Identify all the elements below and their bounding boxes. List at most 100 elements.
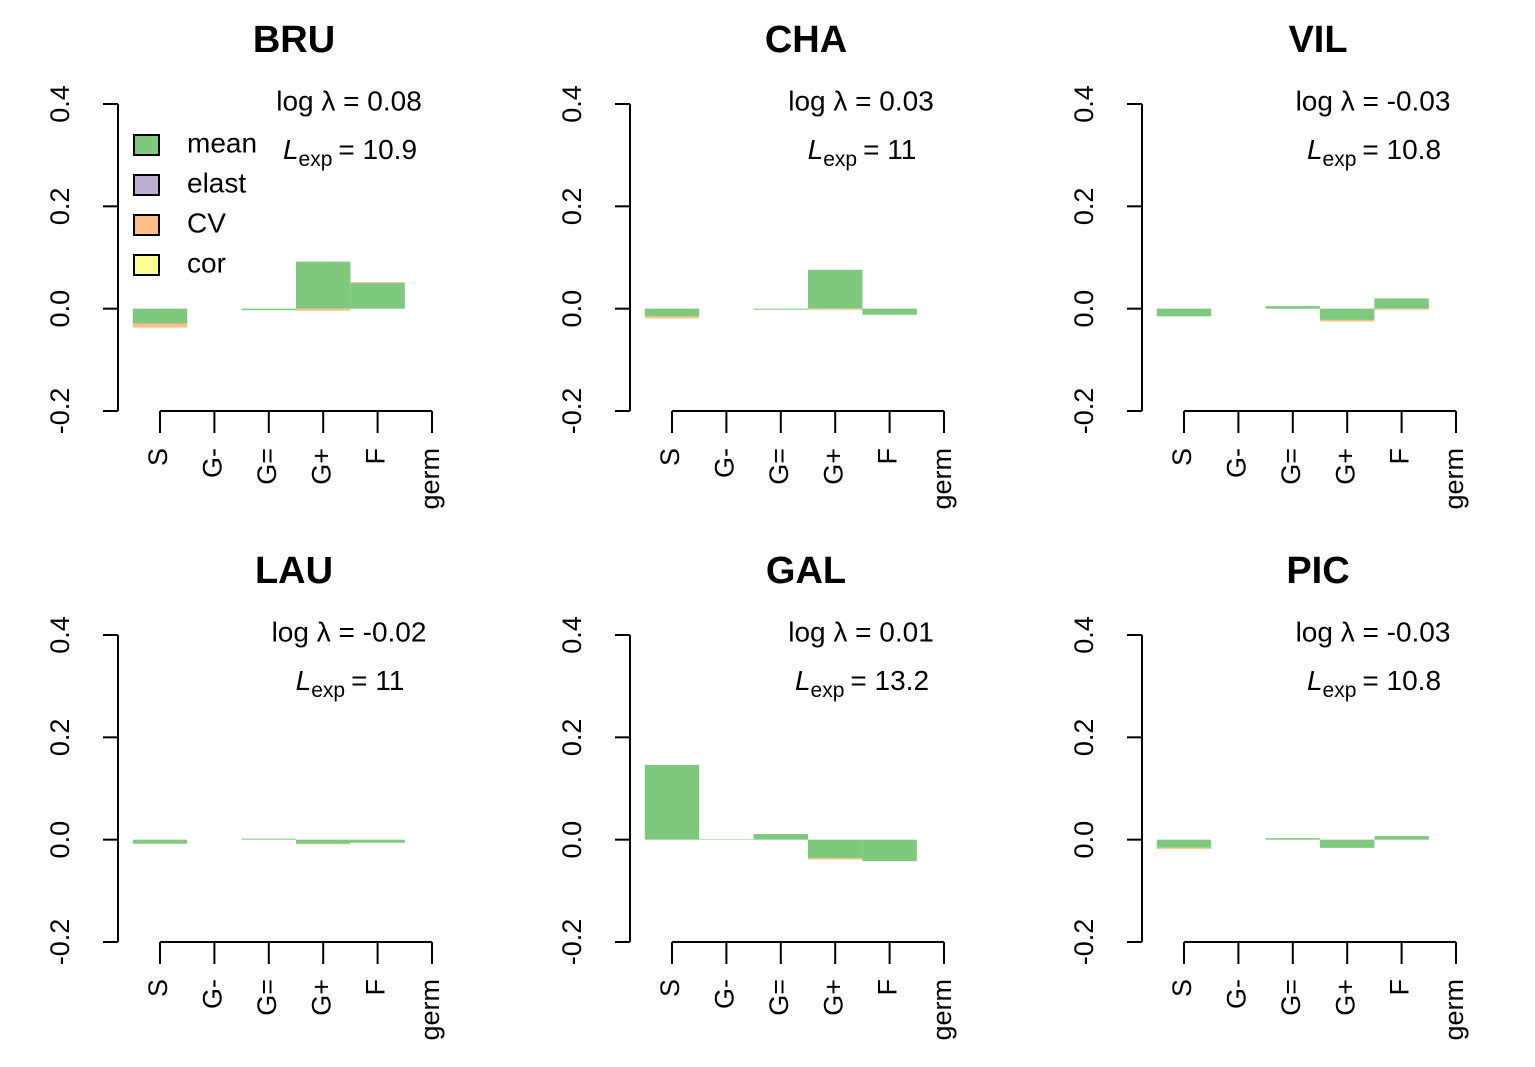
y-tick-label: 0.4 — [45, 616, 75, 654]
bar-segment — [296, 843, 351, 845]
y-tick-label: 0.0 — [1069, 290, 1099, 328]
y-tick-label: 0.4 — [45, 85, 75, 123]
x-tick-label: F — [361, 979, 391, 996]
bar-segment — [644, 308, 700, 317]
x-tick-label: germ — [1439, 979, 1469, 1041]
x-tick-label: S — [655, 448, 685, 466]
x-tick-label: F — [361, 448, 391, 465]
bar-segment — [753, 308, 808, 310]
bar-segment — [1374, 308, 1429, 310]
bar-segment — [699, 839, 754, 840]
bar-segment — [296, 839, 351, 844]
y-tick-label: 0.4 — [1069, 616, 1099, 654]
x-tick-label: F — [1385, 448, 1415, 465]
panel-title: CHA — [765, 19, 847, 61]
lexp-sub: exp — [311, 679, 345, 702]
x-tick-label: S — [143, 448, 173, 466]
bar-segment — [1320, 319, 1375, 322]
lexp-sub: exp — [1323, 679, 1357, 702]
lexp-annotation: Lexp = 10.8 — [1307, 134, 1441, 170]
lexp-value: = 11 — [351, 665, 404, 696]
lexp-annotation: Lexp = 13.2 — [795, 665, 929, 701]
panel-title: VIL — [1288, 19, 1347, 61]
bar-segment — [1265, 306, 1320, 309]
y-tick-label: 0.2 — [45, 719, 75, 757]
y-tick-label: -0.2 — [45, 919, 75, 966]
x-tick-label: G+ — [1330, 448, 1360, 485]
lexp-symbol: L — [1307, 134, 1323, 165]
legend-swatch — [133, 174, 160, 196]
bar-segment — [862, 839, 917, 862]
lexp-sub: exp — [811, 679, 845, 702]
x-tick-label: G+ — [818, 448, 848, 485]
x-tick-label: G- — [198, 448, 228, 478]
y-tick-label: 0.0 — [45, 290, 75, 328]
x-tick-label: germ — [415, 448, 445, 510]
x-tick-label: F — [1385, 979, 1415, 996]
x-tick-label: G- — [1222, 979, 1252, 1009]
y-tick-label: 0.2 — [1069, 188, 1099, 226]
bar-segment — [132, 839, 188, 844]
y-tick-label: 0.2 — [45, 188, 75, 226]
bar-segment — [808, 269, 863, 309]
annotation: log λ = -0.02 — [272, 616, 427, 647]
x-tick-label: G- — [1222, 448, 1252, 478]
bar-segment — [1374, 836, 1429, 840]
x-tick-label: G+ — [1330, 979, 1360, 1016]
annotation: log λ = 0.01 — [788, 616, 934, 647]
y-tick-label: 0.0 — [1069, 821, 1099, 859]
bar-segment — [1156, 847, 1212, 849]
x-tick-label: G= — [1276, 448, 1306, 485]
bar-segment — [1320, 308, 1375, 320]
legend-label: elast — [187, 167, 246, 198]
legend-label: CV — [187, 207, 226, 238]
bar-segment — [644, 764, 700, 840]
lexp-value: = 13.2 — [850, 665, 929, 696]
x-tick-label: G= — [252, 979, 282, 1016]
bar-segment — [1265, 838, 1320, 840]
x-tick-label: S — [1167, 979, 1197, 997]
x-tick-label: G= — [252, 448, 282, 485]
panel-title: PIC — [1286, 550, 1349, 592]
lexp-sub: exp — [299, 148, 333, 171]
x-tick-label: G- — [710, 448, 740, 478]
y-tick-label: -0.2 — [557, 919, 587, 966]
y-tick-label: -0.2 — [557, 388, 587, 435]
bar-segment — [350, 283, 405, 309]
legend-label: cor — [187, 247, 226, 278]
legend-swatch — [133, 134, 160, 156]
bar-segment — [241, 308, 296, 311]
y-tick-label: -0.2 — [45, 388, 75, 435]
y-tick-label: 0.4 — [557, 85, 587, 123]
lexp-value: = 10.8 — [1362, 134, 1441, 165]
lexp-symbol: L — [1307, 665, 1323, 696]
x-tick-label: germ — [927, 979, 957, 1041]
panel-title: GAL — [766, 550, 846, 592]
lexp-value: = 10.9 — [338, 134, 417, 165]
lexp-symbol: L — [808, 134, 824, 165]
y-tick-label: -0.2 — [1069, 388, 1099, 435]
x-tick-label: G+ — [306, 448, 336, 485]
x-tick-label: G+ — [818, 979, 848, 1016]
lexp-annotation: Lexp = 10.8 — [1307, 665, 1441, 701]
bar-segment — [296, 308, 351, 311]
lexp-symbol: L — [283, 134, 299, 165]
x-tick-label: germ — [415, 979, 445, 1041]
x-tick-label: G- — [710, 979, 740, 1009]
lexp-sub: exp — [823, 148, 857, 171]
y-tick-label: 0.2 — [557, 719, 587, 757]
x-tick-label: G= — [764, 448, 794, 485]
annotation: log λ = -0.03 — [1296, 616, 1451, 647]
x-tick-label: S — [1167, 448, 1197, 466]
bar-segment — [808, 308, 863, 310]
bar-segment — [644, 316, 700, 319]
y-tick-label: 0.2 — [557, 188, 587, 226]
x-tick-label: S — [143, 979, 173, 997]
x-tick-label: G- — [198, 979, 228, 1009]
bar-segment — [1374, 298, 1429, 309]
bar-segment — [1156, 839, 1212, 848]
